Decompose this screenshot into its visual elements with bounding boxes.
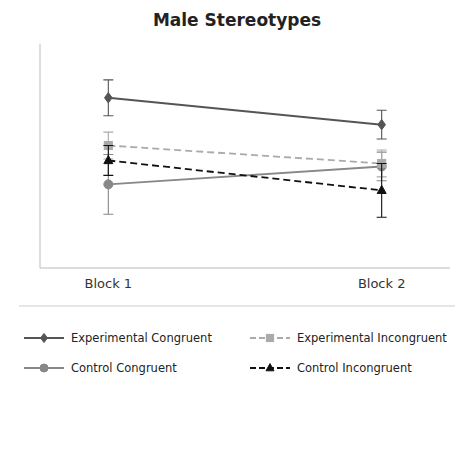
chart: Male Stereotypes Block 1 Block 2 Experiment… — [0, 0, 474, 474]
y-axis-line — [40, 44, 41, 268]
point — [105, 93, 113, 103]
plot-area — [103, 80, 386, 217]
point — [378, 119, 386, 129]
point — [377, 185, 386, 193]
error-bar — [103, 80, 113, 116]
series — [103, 80, 386, 139]
series — [103, 132, 386, 177]
legend-marker — [40, 364, 48, 372]
legend-marker — [266, 334, 273, 341]
x-axis-line — [40, 268, 450, 269]
legend-item: Control Congruent — [24, 361, 177, 375]
point — [104, 156, 113, 164]
legend-label: Control Congruent — [71, 361, 177, 375]
title: Male Stereotypes — [153, 10, 321, 30]
error-bar — [103, 146, 113, 176]
legend-label: Experimental Congruent — [71, 331, 212, 345]
error-bar — [377, 110, 387, 139]
error-bar — [103, 155, 113, 215]
legend-marker — [41, 333, 48, 342]
series — [103, 146, 386, 218]
error-bar — [377, 163, 387, 217]
legend-item: Experimental Incongruent — [250, 331, 447, 345]
point — [104, 180, 113, 189]
series-line — [108, 98, 381, 125]
x-tick-label: Block 2 — [358, 276, 406, 291]
legend-separator — [19, 306, 455, 307]
legend-item: Experimental Congruent — [24, 331, 212, 345]
legend-label: Control Incongruent — [297, 361, 412, 375]
legend-label: Experimental Incongruent — [297, 331, 447, 345]
x-tick-label: Block 1 — [85, 276, 133, 291]
series-line — [108, 146, 381, 164]
series-line — [108, 160, 381, 190]
legend-item: Control Incongruent — [250, 361, 412, 375]
legend-marker — [266, 364, 274, 371]
legend: Experimental Congruent Control Congruent E… — [24, 331, 447, 375]
